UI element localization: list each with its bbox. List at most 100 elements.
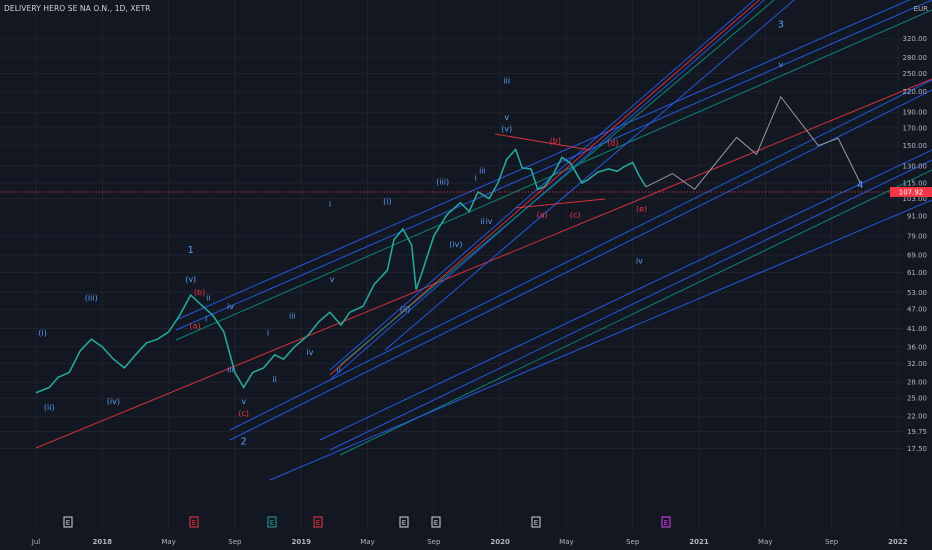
- trend-line: [35, 78, 932, 449]
- event-marker-label: E: [316, 519, 320, 527]
- wave-label: (d): [607, 139, 618, 148]
- trend-line: [229, 79, 932, 431]
- wave-label: (a): [190, 321, 201, 330]
- trend-line: [329, 0, 756, 371]
- price-tick-label: 32.00: [907, 360, 927, 368]
- price-tick-label: 170.00: [903, 124, 928, 132]
- wave-label: v: [778, 60, 783, 69]
- price-tick-label: 91.00: [907, 213, 927, 221]
- time-tick-label: 2021: [689, 538, 709, 546]
- wave-label: iii: [227, 366, 234, 375]
- event-marker-label: E: [192, 519, 196, 527]
- time-tick-label: 2022: [888, 538, 908, 546]
- price-tick-label: 190.00: [903, 109, 928, 117]
- grid-lines: [0, 0, 904, 530]
- price-tick-label: 320.00: [903, 35, 928, 43]
- time-axis[interactable]: Jul 2018 May Sep 2019 May Sep 2020 May Sep 2021 May…: [31, 538, 932, 546]
- wave-label: (a): [537, 211, 548, 220]
- wave-label: (c): [570, 211, 581, 220]
- trend-line: [339, 169, 932, 456]
- wave-label: iii: [479, 167, 486, 176]
- time-tick-label: 2019: [291, 538, 311, 546]
- price-tick-label: 69.00: [907, 252, 927, 260]
- wave-label: (v): [501, 124, 512, 133]
- last-price-badge: [890, 187, 932, 197]
- price-tick-label: 79.00: [907, 232, 927, 240]
- time-tick-label: 2018: [93, 538, 113, 546]
- event-marker-box: [431, 516, 441, 528]
- wave-label: iii: [289, 312, 296, 321]
- wave-label: i: [205, 315, 207, 324]
- time-tick-label: May: [559, 538, 573, 546]
- wave-label: ii: [206, 293, 210, 302]
- price-axis[interactable]: 17.50 19.75 22.00 25.00 28.00 32.00 36.00 41.00…: [890, 35, 932, 453]
- event-marker-label: E: [664, 519, 668, 527]
- event-marker-label: E: [534, 519, 538, 527]
- price-tick-label: 36.00: [907, 343, 927, 351]
- time-tick-label: May: [161, 538, 175, 546]
- series-layer: [0, 95, 904, 394]
- wave-label: (ii): [400, 305, 411, 314]
- time-tick-label: 2020: [490, 538, 510, 546]
- time-tick-label: Sep: [626, 538, 640, 546]
- wave-label: (iv): [107, 397, 120, 406]
- wave-label: iii: [503, 76, 510, 85]
- price-tick-label: 47.00: [907, 306, 927, 314]
- wave-label: (c): [238, 409, 249, 418]
- price-tick-label: 61.00: [907, 269, 927, 277]
- wave-label: i: [475, 174, 477, 183]
- wave-label: ii: [272, 375, 276, 384]
- price-tick-label: 280.00: [903, 54, 928, 62]
- wave-label: (b): [550, 137, 561, 146]
- price-tick-label: 103.00: [903, 195, 928, 203]
- time-tick-label: Sep: [825, 538, 839, 546]
- wave-label: (ii): [44, 403, 55, 412]
- wave-label: 2: [241, 437, 247, 448]
- wave-label: ii: [337, 366, 341, 375]
- event-marker-box: [267, 516, 277, 528]
- trend-line: [494, 133, 591, 151]
- wave-label: (v): [185, 275, 196, 284]
- wave-label: ii: [480, 217, 484, 226]
- wave-labels: 1(v)(b)ii(iii)(i)(ii)(iv)(a)iiviiiv(c)2i…: [38, 20, 863, 448]
- price-tick-label: 130.00: [903, 162, 928, 170]
- trend-line: [329, 0, 766, 381]
- wave-label: (i): [38, 329, 46, 338]
- wave-label: (iii): [85, 293, 98, 302]
- price-tick-label: 17.50: [907, 445, 927, 453]
- wave-label: (b): [194, 288, 205, 297]
- wave-label: i: [329, 200, 331, 209]
- currency-label: EUR: [913, 5, 928, 13]
- price-tick-label: 22.00: [907, 413, 927, 421]
- price-tick-label: 150.00: [903, 142, 928, 150]
- wave-label: 4: [857, 180, 863, 191]
- price-tick-label: 28.00: [907, 379, 927, 387]
- price-tick-label: 19.75: [907, 428, 927, 436]
- wave-label: v: [504, 113, 509, 122]
- event-marker-box: [63, 516, 73, 528]
- trend-line: [175, 0, 911, 321]
- event-marker-label: E: [270, 519, 274, 527]
- price-tick-label: 53.00: [907, 289, 927, 297]
- time-tick-label: Jul: [31, 538, 41, 546]
- wave-label: iv: [636, 256, 643, 265]
- trend-line: [384, 0, 795, 351]
- wave-label: (e): [636, 204, 647, 213]
- trend-line: [319, 149, 932, 441]
- wave-label: v: [241, 397, 246, 406]
- trend-line: [229, 89, 932, 441]
- price-tick-label: 250.00: [903, 70, 928, 78]
- event-marker-label: E: [66, 519, 70, 527]
- trend-line: [339, 0, 775, 366]
- time-tick-label: Sep: [228, 538, 242, 546]
- wave-label: (iv): [449, 240, 462, 249]
- event-marker-box: [399, 516, 409, 528]
- trend-line: [514, 198, 606, 209]
- wave-label: iv: [486, 217, 493, 226]
- chart-title: DELIVERY HERO SE NA O.N., 1D, XETR: [4, 4, 151, 13]
- trend-line: [269, 199, 932, 481]
- last-price-label: 107.92: [899, 189, 924, 197]
